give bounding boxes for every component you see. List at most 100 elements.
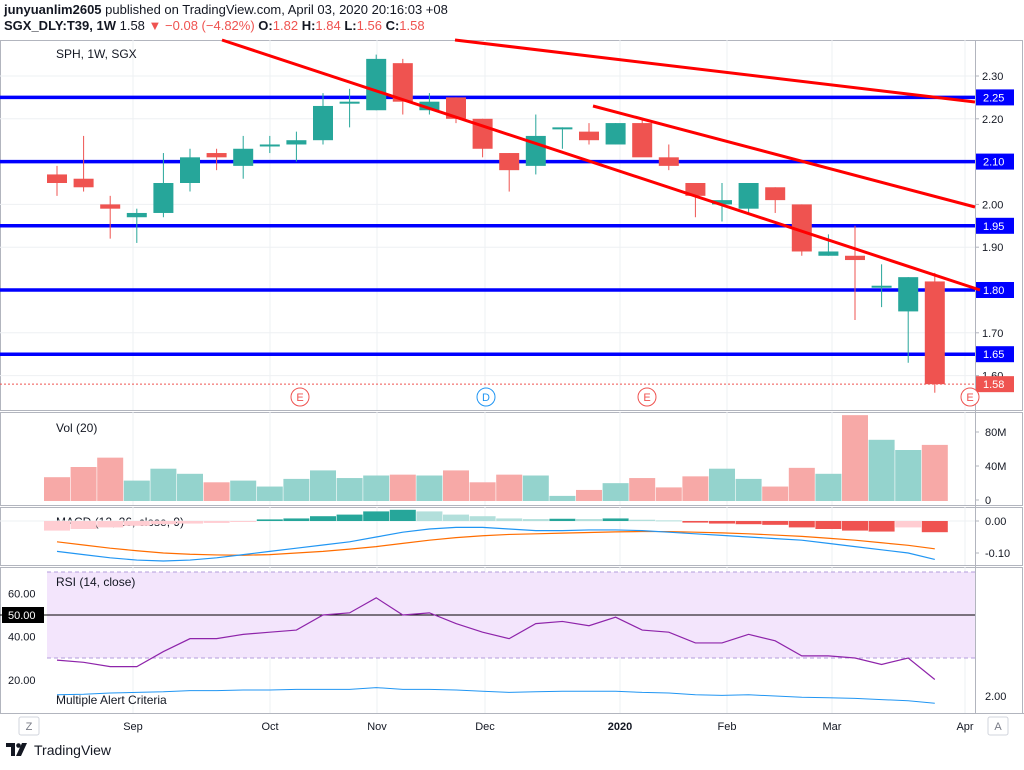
macd-histogram-bar: [177, 521, 203, 524]
macd-histogram-bar: [123, 521, 150, 526]
scale-button[interactable]: [18, 716, 40, 736]
close-value: 1.58: [399, 18, 425, 33]
candle-body: [73, 178, 94, 188]
level-price-tag: [976, 217, 1014, 234]
macd-histogram-bar: [709, 521, 735, 524]
time-tick-label: Oct: [261, 721, 278, 733]
volume-bar: [443, 470, 469, 501]
scale-button-label: A: [994, 721, 1002, 733]
candle-body: [233, 148, 254, 166]
candle-body: [632, 123, 653, 158]
rsi-pane-title: RSI (14, close): [56, 575, 135, 589]
macd-histogram-bar: [522, 519, 549, 521]
rsi-tick-label: 50.00: [8, 610, 36, 622]
volume-bar: [895, 450, 922, 501]
chart-canvas[interactable]: 2.302.202.102.001.901.801.701.60SPH, 1W,…: [0, 0, 1024, 740]
level-price-label: 1.95: [983, 221, 1004, 233]
macd-histogram-bar: [868, 521, 895, 532]
scale-button[interactable]: [987, 716, 1009, 736]
volume-bar: [310, 470, 336, 501]
macd-tick-label: -0.10: [985, 548, 1010, 560]
symbol-name: SGX_DLY:T39, 1W: [4, 18, 116, 33]
volume-bar: [735, 478, 762, 501]
volume-bar: [815, 473, 842, 501]
macd-histogram-bar: [629, 519, 656, 521]
macd-histogram-bar: [416, 511, 443, 521]
trend-line: [454, 38, 976, 104]
time-tick-label: 2020: [608, 721, 632, 733]
price-tick-label: 2.00: [982, 199, 1003, 211]
candle-body: [180, 157, 200, 183]
macd-histogram-bar: [788, 521, 815, 528]
macd-histogram-bar: [150, 521, 177, 525]
macd-histogram-bar: [97, 521, 124, 528]
low-label: L:: [344, 18, 357, 33]
candle-body: [685, 183, 706, 196]
candle-body: [153, 183, 174, 213]
high-label: H:: [301, 18, 316, 33]
author-name[interactable]: junyuanlim2605: [4, 2, 102, 17]
volume-bar: [416, 475, 443, 501]
macd-histogram-bar: [895, 521, 922, 528]
volume-bar: [150, 468, 177, 501]
macd-tick-label: 0.00: [985, 516, 1006, 528]
candle-body: [898, 277, 919, 312]
candle-body: [712, 200, 732, 205]
price-tick-label: 1.70: [982, 328, 1003, 340]
time-tick-label: Mar: [823, 721, 842, 733]
volume-bar: [602, 483, 629, 501]
close-label: C:: [385, 18, 400, 33]
volume-bar: [256, 486, 283, 501]
candle-body: [313, 105, 333, 141]
rsi-tick-label: 40.00: [8, 632, 36, 644]
volume-bar: [203, 482, 230, 501]
symbol-info: SGX_DLY:T39, 1W 1.58 ▼ −0.08 (−4.82%) O:…: [4, 18, 425, 33]
candle-body: [658, 157, 679, 166]
candle-body: [579, 131, 599, 141]
event-marker: [476, 387, 496, 407]
pane-border: [0, 507, 1023, 566]
macd-histogram-bar: [655, 520, 682, 522]
event-marker-label: E: [966, 392, 973, 404]
trend-line: [592, 104, 976, 209]
macd-histogram-bar: [310, 516, 336, 521]
candle-body: [339, 101, 360, 104]
volume-bar: [97, 457, 124, 501]
candle-body: [259, 144, 280, 147]
volume-bar: [655, 487, 682, 501]
level-price-label: 1.80: [983, 285, 1004, 297]
macd-histogram-bar: [443, 514, 469, 521]
level-price-tag: [976, 153, 1014, 170]
alert-pane-title: Multiple Alert Criteria: [56, 693, 167, 707]
volume-bar: [336, 478, 363, 501]
candle-body: [366, 58, 387, 111]
macd-histogram-bar: [549, 518, 576, 521]
rsi-line: [56, 597, 936, 680]
volume-bar: [496, 474, 523, 501]
volume-bar: [868, 439, 895, 501]
candle-body: [499, 153, 520, 171]
time-tick-label: Apr: [956, 721, 973, 733]
candle-body: [871, 285, 892, 288]
down-triangle-icon: ▼: [148, 18, 162, 33]
candle-body: [924, 281, 945, 385]
candle-body: [765, 187, 786, 201]
rsi-tick-label: 20.00: [8, 675, 36, 687]
volume-bar: [522, 475, 549, 501]
macd-histogram-bar: [602, 518, 629, 521]
candle-body: [818, 251, 839, 256]
macd-signal-line: [56, 530, 935, 556]
volume-bar: [70, 467, 97, 501]
last-price-label: 1.58: [983, 379, 1004, 391]
candle-body: [47, 174, 67, 183]
macd-histogram-bar: [203, 521, 230, 523]
candle-body: [446, 97, 466, 119]
level-price-label: 2.25: [983, 92, 1004, 104]
candle-body: [126, 212, 147, 218]
volume-bar: [842, 415, 868, 501]
time-tick-label: Nov: [367, 721, 387, 733]
volume-bar: [230, 480, 257, 501]
tradingview-logo[interactable]: TradingView: [6, 742, 111, 758]
level-price-tag: [976, 282, 1014, 298]
candle-body: [552, 127, 573, 130]
